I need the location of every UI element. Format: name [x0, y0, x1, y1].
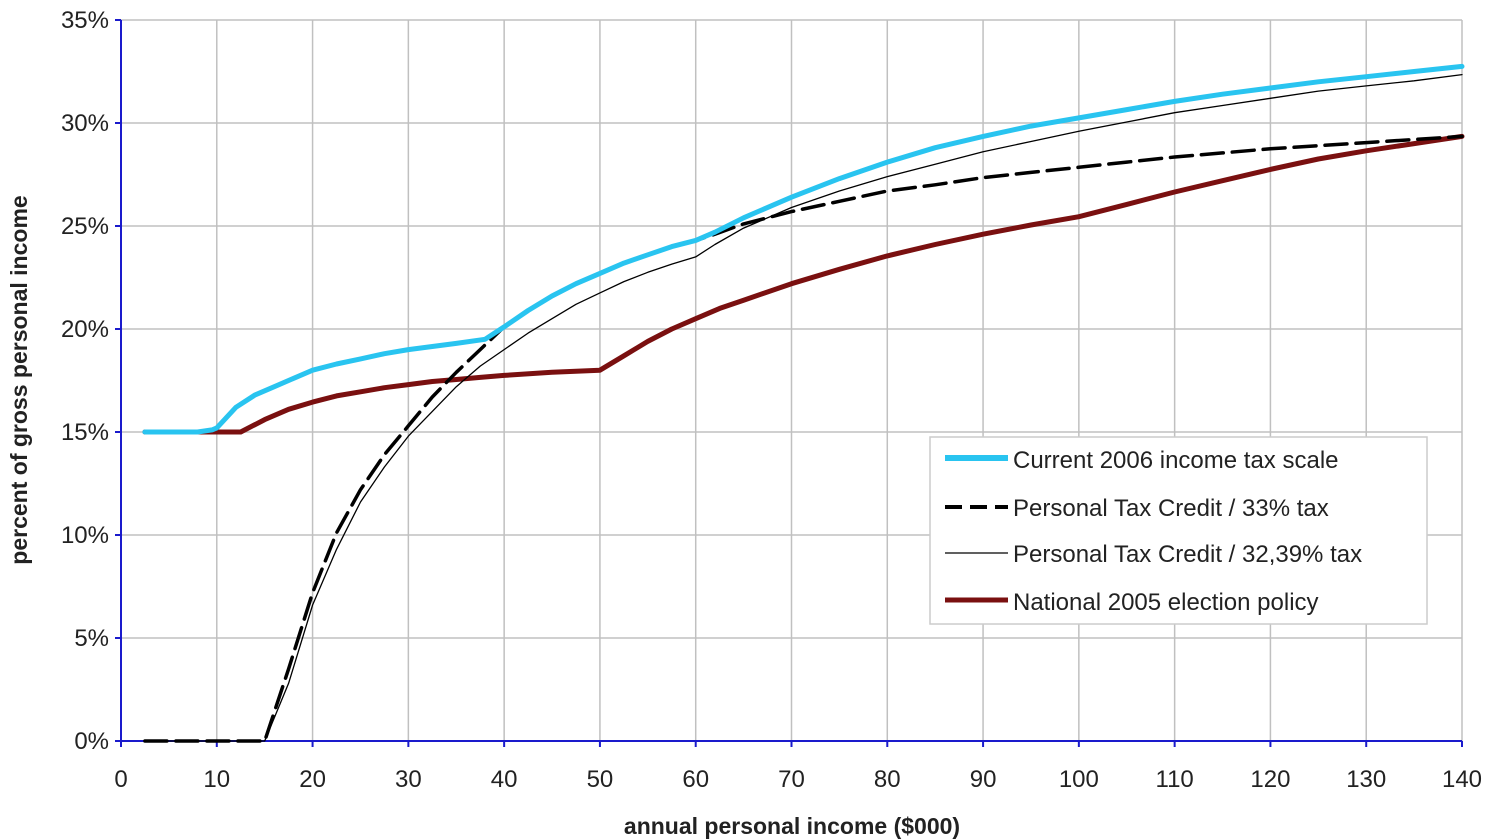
- x-tick-label: 60: [682, 766, 709, 793]
- x-tick-label: 30: [395, 766, 422, 793]
- legend-label-national-2005: National 2005 election policy: [1013, 589, 1319, 616]
- legend-label-ptc-33: Personal Tax Credit / 33% tax: [1013, 495, 1329, 522]
- legend-label-ptc-3239: Personal Tax Credit / 32,39% tax: [1013, 541, 1362, 568]
- series-line-2: [144, 73, 1463, 742]
- legend-box: [929, 436, 1428, 625]
- legend-item-ptc-3239: Personal Tax Credit / 32,39% tax: [945, 541, 1362, 568]
- legend-item-ptc-33: Personal Tax Credit / 33% tax: [945, 495, 1329, 522]
- legend-item-current-2006: Current 2006 income tax scale: [945, 447, 1339, 474]
- series-line-0: [142, 63, 1465, 435]
- y-axis-title: percent of gross personal income: [6, 195, 32, 564]
- x-tick-label: 40: [491, 766, 518, 793]
- series-line-1: [143, 134, 1464, 743]
- y-tick-label: 35%: [61, 7, 109, 34]
- legend: Current 2006 income tax scale Personal T…: [929, 436, 1428, 625]
- x-tick-label: 130: [1346, 766, 1386, 793]
- gridlines: [121, 19, 1463, 741]
- legend-label-current-2006: Current 2006 income tax scale: [1013, 447, 1339, 474]
- x-tick-label: 70: [778, 766, 805, 793]
- x-tick-label: 140: [1442, 766, 1482, 793]
- tick-labels: 0 10 20 30 40 50 60 70 80 90 100 110 120 130 140 0% 5% 10…: [61, 7, 1482, 793]
- x-tick-label: 90: [970, 766, 997, 793]
- series-line-3: [142, 133, 1465, 435]
- y-tick-label: 5%: [74, 625, 109, 652]
- x-tick-label: 0: [114, 766, 127, 793]
- series-lines: [142, 63, 1465, 743]
- x-tick-label: 80: [874, 766, 901, 793]
- y-tick-label: 25%: [61, 213, 109, 240]
- x-tick-label: 110: [1156, 766, 1194, 793]
- x-tick-label: 10: [203, 766, 230, 793]
- x-tick-label: 100: [1059, 766, 1099, 793]
- y-tick-label: 30%: [61, 110, 109, 137]
- legend-item-national-2005: National 2005 election policy: [945, 589, 1319, 616]
- x-tick-label: 20: [299, 766, 326, 793]
- x-tick-label: 120: [1250, 766, 1290, 793]
- axes: [115, 19, 1463, 747]
- x-axis-title: annual personal income ($000): [624, 813, 960, 839]
- y-tick-label: 15%: [61, 419, 109, 446]
- y-tick-label: 10%: [61, 522, 109, 549]
- x-tick-label: 50: [587, 766, 614, 793]
- y-tick-label: 0%: [74, 728, 109, 755]
- y-tick-label: 20%: [61, 316, 109, 343]
